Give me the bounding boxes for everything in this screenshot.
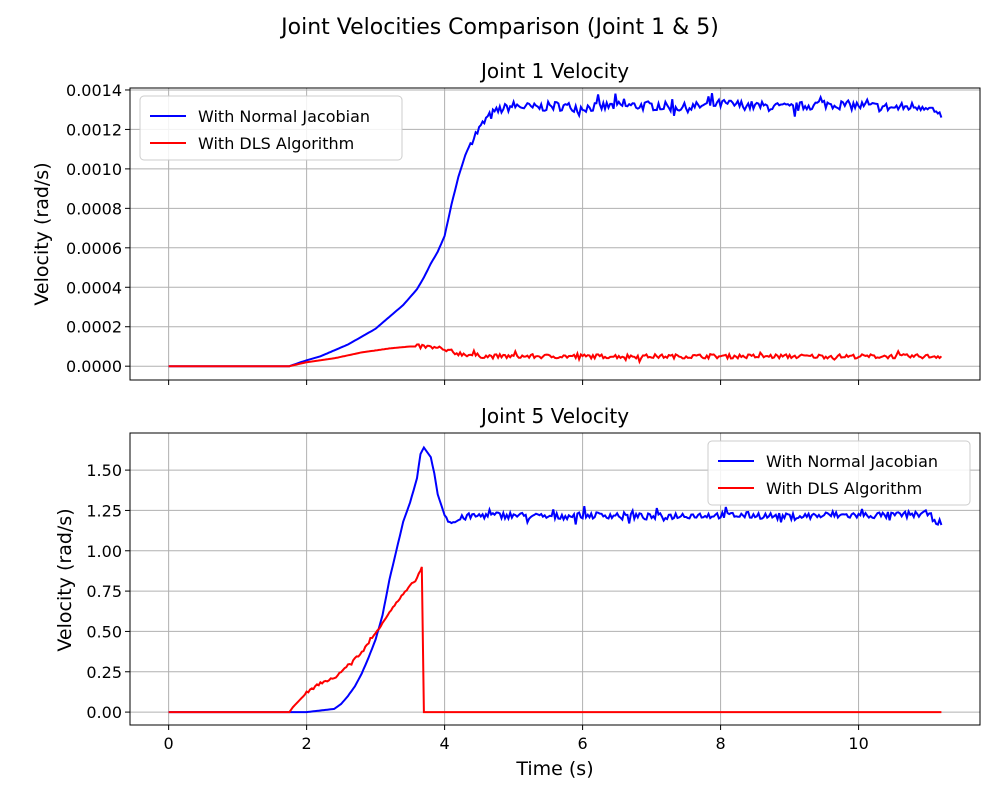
y-tick-label: 0.0004 [66, 278, 122, 297]
y-tick-label: 0.0012 [66, 120, 122, 139]
y-tick-label: 1.00 [86, 542, 122, 561]
legend-label: With DLS Algorithm [766, 479, 922, 498]
y-tick-label: 0.0008 [66, 199, 122, 218]
x-tick-label: 8 [715, 734, 725, 753]
subplot-joint1-frame [129, 87, 981, 381]
y-tick-label: 0.0014 [66, 81, 122, 100]
subplot-joint5-xlabel: Time (s) [515, 758, 593, 780]
x-tick-label: 2 [302, 734, 312, 753]
y-tick-label: 0.0002 [66, 318, 122, 337]
legend-label: With DLS Algorithm [198, 134, 354, 153]
subplot-joint5-frame [129, 432, 981, 726]
series-line-dls-algorithm [168, 343, 943, 368]
y-tick-label: 0.00 [86, 703, 122, 722]
x-tick-label: 0 [164, 734, 174, 753]
subplot-joint5-ticks: 0 2 4 6 8 10 0.00 0.25 0.50 0.75 1.00 1.25 1.50 [86, 461, 868, 753]
subplot-joint5: Joint 5 Velocity Velocity (rad/s) 0 2 4 6 8 1… [54, 404, 981, 780]
subplot-joint5-legend: With Normal Jacobian With DLS Algorithm [707, 440, 971, 506]
series-line-dls-algorithm [168, 566, 942, 714]
subplot-joint1-ylabel: Velocity (rad/s) [31, 162, 53, 305]
y-tick-label: 0.0006 [66, 239, 122, 258]
subplot-joint5-title: Joint 5 Velocity [479, 404, 629, 428]
legend-label: With Normal Jacobian [766, 452, 938, 471]
subplot-joint1-grid [130, 88, 980, 380]
subplot-joint1-legend: With Normal Jacobian With DLS Algorithm [139, 95, 403, 161]
legend-box [707, 440, 971, 506]
subplot-joint5-ylabel: Velocity (rad/s) [54, 508, 76, 651]
y-tick-label: 1.25 [86, 501, 122, 520]
subplot-joint5-series [168, 445, 943, 714]
y-tick-label: 0.50 [86, 622, 122, 641]
x-tick-label: 4 [440, 734, 450, 753]
x-tick-label: 6 [578, 734, 588, 753]
subplot-joint1-ticks: 0.0000 0.0002 0.0004 0.0006 0.0008 0.0010 0.00… [66, 81, 860, 385]
y-tick-label: 0.75 [86, 582, 122, 601]
y-tick-label: 0.0000 [66, 357, 122, 376]
subplot-joint1: Joint 1 Velocity Velocity (rad/s) 0.0000… [31, 59, 981, 385]
subplot-joint1-series [168, 93, 943, 368]
subplot-joint1-title: Joint 1 Velocity [479, 59, 629, 83]
x-tick-label: 10 [848, 734, 868, 753]
y-tick-label: 0.25 [86, 663, 122, 682]
y-tick-label: 0.0010 [66, 160, 122, 179]
figure-title: Joint Velocities Comparison (Joint 1 & 5… [279, 15, 719, 40]
legend-label: With Normal Jacobian [198, 107, 370, 126]
series-line-normal-jacobian [168, 445, 943, 714]
legend-box [139, 95, 403, 161]
y-tick-label: 1.50 [86, 461, 122, 480]
